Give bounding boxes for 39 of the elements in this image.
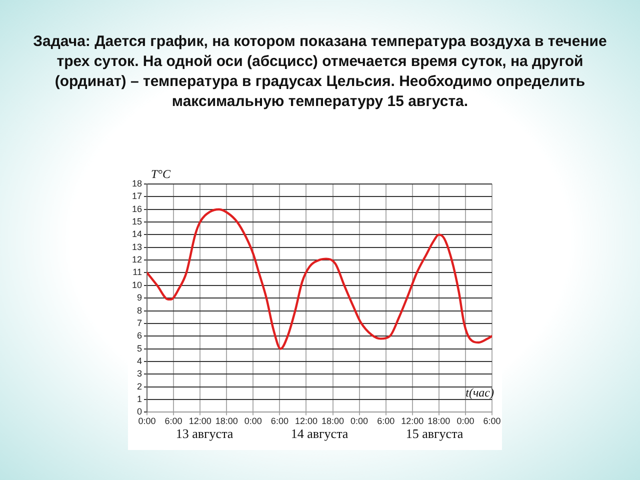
y-tick-label: 2 <box>136 381 142 392</box>
y-tick-label: 4 <box>136 356 142 366</box>
x-tick-label: 6:00 <box>483 416 501 426</box>
y-tick-label: 6 <box>136 330 142 341</box>
y-tick-label: 7 <box>136 318 142 328</box>
x-tick-label: 12:00 <box>188 416 212 426</box>
y-tick-label: 11 <box>132 267 142 278</box>
y-tick-label: 5 <box>136 343 142 354</box>
x-tick-label: 18:00 <box>428 416 450 426</box>
y-tick-label: 1 <box>136 394 142 404</box>
text: 14 августа <box>290 426 348 442</box>
x-tick-label: 18:00 <box>215 416 238 426</box>
y-tick-label: 3 <box>136 368 142 379</box>
chart-title: Задача: Дается график, на котором показана температура воздуха в течение трех суток. На одной оси (абсцисс) отмечается время суток, на другой (ординат) – температура в градусах Цельсия. Необходимо определить максимальную температуру 15 августа. <box>32 32 608 112</box>
x-tick-label: 6:00 <box>270 416 288 426</box>
y-tick-label: 14 <box>132 229 142 240</box>
text: 13 августа <box>176 426 234 442</box>
x-axis-title: t(час) <box>466 385 494 400</box>
text: 15 августа <box>406 426 464 442</box>
y-axis-title: T°C <box>151 167 172 182</box>
y-tick-label: 10 <box>132 280 142 290</box>
x-tick-label: 12:00 <box>294 416 318 426</box>
y-tick-label: 17 <box>132 191 142 202</box>
x-tick-label: 6:00 <box>164 416 182 426</box>
x-tick-label: 0:00 <box>244 416 262 426</box>
y-tick-label: 12 <box>132 254 142 265</box>
y-tick-label: 18 <box>132 178 142 188</box>
y-tick-label: 0 <box>136 406 142 417</box>
x-tick-label: 6:00 <box>377 416 395 426</box>
x-tick-label: 0:00 <box>456 416 474 426</box>
y-tick-label: 8 <box>136 305 142 316</box>
x-tick-label: 0:00 <box>350 416 368 426</box>
x-tick-label: 0:00 <box>138 416 156 426</box>
y-tick-label: 9 <box>136 292 142 303</box>
x-tick-label: 12:00 <box>401 416 424 426</box>
y-tick-label: 16 <box>132 204 142 214</box>
y-tick-label: 15 <box>132 216 142 227</box>
y-tick-label: 13 <box>132 242 142 252</box>
x-tick-label: 18:00 <box>322 416 344 426</box>
